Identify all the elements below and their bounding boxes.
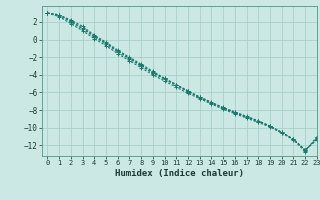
X-axis label: Humidex (Indice chaleur): Humidex (Indice chaleur) <box>115 169 244 178</box>
